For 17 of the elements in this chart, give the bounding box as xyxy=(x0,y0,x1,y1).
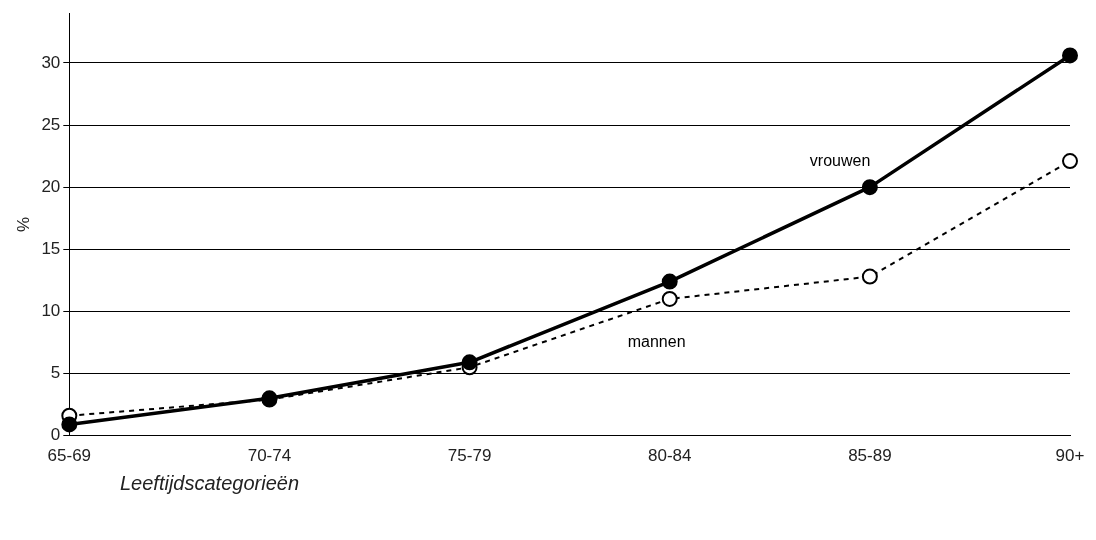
x-axis-title: Leeftijdscategorieën xyxy=(120,472,300,495)
y-tick-label: 5 xyxy=(50,363,61,383)
y-tick-label: 25 xyxy=(41,114,61,134)
x-tick-label: 80-84 xyxy=(647,446,692,466)
y-axis-title: % xyxy=(13,216,33,232)
y-tick-label: 0 xyxy=(50,425,61,445)
x-tick-label: 70-74 xyxy=(247,446,292,466)
x-tick-label: 90+ xyxy=(1055,446,1085,466)
y-tick-label: 10 xyxy=(41,301,61,321)
series-label: mannen xyxy=(627,333,686,351)
x-tick-label: 65-69 xyxy=(47,446,92,466)
series-label: vrouwen xyxy=(809,151,871,169)
x-tick-label: 85-89 xyxy=(848,446,892,466)
y-tick-label: 15 xyxy=(41,238,61,258)
x-tick-label: 75-79 xyxy=(447,446,492,466)
y-tick-label: 20 xyxy=(41,176,61,196)
y-tick-label: 30 xyxy=(41,52,61,72)
